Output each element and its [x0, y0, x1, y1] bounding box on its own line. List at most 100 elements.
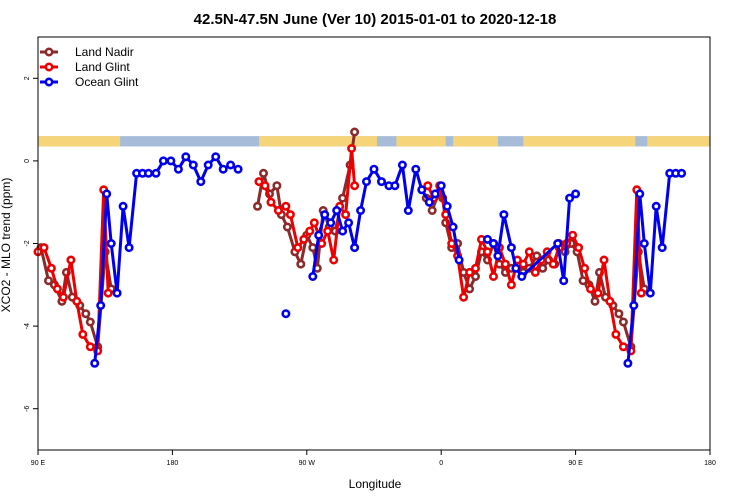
- data-point-ocean-glint: [454, 255, 464, 265]
- data-point-land-glint: [260, 181, 270, 191]
- x-axis: 90 E 180 90 W 0 90 E 180: [31, 450, 716, 467]
- data-point-land-glint: [85, 342, 95, 352]
- data-point-land-glint: [459, 292, 469, 302]
- data-point-ocean-glint: [106, 239, 116, 249]
- data-point-ocean-glint: [623, 358, 633, 368]
- data-point-ocean-glint: [326, 218, 336, 228]
- data-point-land-glint: [293, 243, 303, 253]
- data-point-ocean-glint: [188, 160, 198, 170]
- data-point-land-glint: [46, 263, 56, 273]
- x-tick-label: 90 W: [299, 460, 316, 467]
- data-point-ocean-glint: [151, 168, 161, 178]
- data-point-land-glint: [285, 210, 295, 220]
- data-point-ocean-glint: [517, 271, 527, 281]
- data-point-land-glint: [309, 218, 319, 228]
- data-point-land-glint: [482, 247, 492, 257]
- data-point-ocean-glint: [196, 177, 206, 187]
- data-point-land-glint: [281, 201, 291, 211]
- series-layer: [33, 127, 687, 368]
- legend-item-land-glint: Land Glint: [40, 60, 130, 74]
- data-point-land-nadir: [43, 276, 53, 286]
- data-point-ocean-glint: [571, 189, 581, 199]
- data-point-ocean-glint: [493, 251, 503, 261]
- data-point-land-nadir: [590, 296, 600, 306]
- data-point-ocean-glint: [338, 226, 348, 236]
- data-point-land-glint: [500, 259, 510, 269]
- data-point-ocean-glint: [314, 230, 324, 240]
- data-point-land-glint: [530, 267, 540, 277]
- data-point-ocean-glint: [436, 181, 446, 191]
- x-tick-label: 180: [704, 460, 716, 467]
- data-point-land-glint: [52, 284, 62, 294]
- data-point-land-glint: [585, 284, 595, 294]
- data-point-land-glint: [341, 210, 351, 220]
- data-point-ocean-glint: [320, 210, 330, 220]
- data-point-land-glint: [574, 243, 584, 253]
- data-point-ocean-glint: [361, 177, 371, 187]
- legend-item-ocean-glint: Ocean Glint: [40, 75, 139, 89]
- data-point-land-nadir: [538, 263, 548, 273]
- data-point-land-nadir: [338, 193, 348, 203]
- data-point-ocean-glint: [124, 243, 134, 253]
- data-point-ocean-glint: [211, 152, 221, 162]
- x-tick-label: 180: [167, 460, 179, 467]
- data-point-ocean-glint: [511, 263, 521, 273]
- data-point-land-nadir: [296, 259, 306, 269]
- data-point-ocean-glint: [499, 210, 509, 220]
- data-point-ocean-glint: [181, 152, 191, 162]
- data-point-ocean-glint: [90, 358, 100, 368]
- data-point-ocean-glint: [442, 201, 452, 211]
- data-point-land-nadir: [282, 222, 292, 232]
- data-point-ocean-glint: [559, 276, 569, 286]
- data-point-ocean-glint: [390, 181, 400, 191]
- data-point-land-glint: [347, 144, 357, 154]
- data-point-ocean-glint: [158, 156, 168, 166]
- chart-title: 42.5N-47.5N June (Ver 10) 2015-01-01 to …: [194, 11, 557, 28]
- series-ocean-glint: [90, 152, 687, 368]
- data-point-land-nadir: [427, 206, 437, 216]
- x-tick-label: 0: [439, 460, 443, 467]
- y-tick-label: -2: [24, 240, 31, 246]
- y-axis-label: XCO2 - MLO trend (ppm): [0, 178, 13, 313]
- land-ocean-strip: [38, 136, 710, 147]
- data-point-land-glint: [350, 181, 360, 191]
- data-point-land-glint: [72, 296, 82, 306]
- data-point-ocean-glint: [144, 168, 154, 178]
- data-point-land-glint: [524, 247, 534, 257]
- data-point-ocean-glint: [657, 243, 667, 253]
- data-point-land-glint: [580, 263, 590, 273]
- data-point-land-glint: [305, 226, 315, 236]
- data-point-land-glint: [39, 243, 49, 253]
- data-point-land-nadir: [272, 181, 282, 191]
- data-point-land-glint: [254, 177, 264, 187]
- data-point-ocean-glint: [645, 288, 655, 298]
- data-point-ocean-glint: [565, 193, 575, 203]
- land-strip-segment: [647, 136, 710, 147]
- y-tick-label: 0: [24, 159, 31, 163]
- data-point-ocean-glint: [96, 300, 106, 310]
- data-point-land-nadir: [618, 317, 628, 327]
- data-point-ocean-glint: [448, 222, 458, 232]
- data-point-land-glint: [273, 206, 283, 216]
- data-point-land-glint: [611, 329, 621, 339]
- x-axis-label: Longitude: [349, 477, 402, 491]
- data-point-ocean-glint: [369, 164, 379, 174]
- plot-frame: [37, 36, 711, 451]
- data-point-land-glint: [593, 288, 603, 298]
- land-strip-segment: [523, 136, 636, 147]
- land-strip-segment: [259, 136, 377, 147]
- land-strip-segment: [453, 136, 498, 147]
- data-point-ocean-glint: [233, 164, 243, 174]
- data-point-land-nadir: [258, 168, 268, 178]
- data-point-ocean-glint: [226, 160, 236, 170]
- data-point-land-glint: [66, 255, 76, 265]
- x-tick-label: 90 E: [568, 460, 583, 467]
- data-point-ocean-glint: [344, 218, 354, 228]
- data-point-ocean-glint: [639, 239, 649, 249]
- data-point-ocean-glint: [118, 201, 128, 211]
- land-strip-segment: [38, 136, 121, 147]
- data-point-land-nadir: [350, 127, 360, 137]
- data-point-ocean-glint: [332, 206, 342, 216]
